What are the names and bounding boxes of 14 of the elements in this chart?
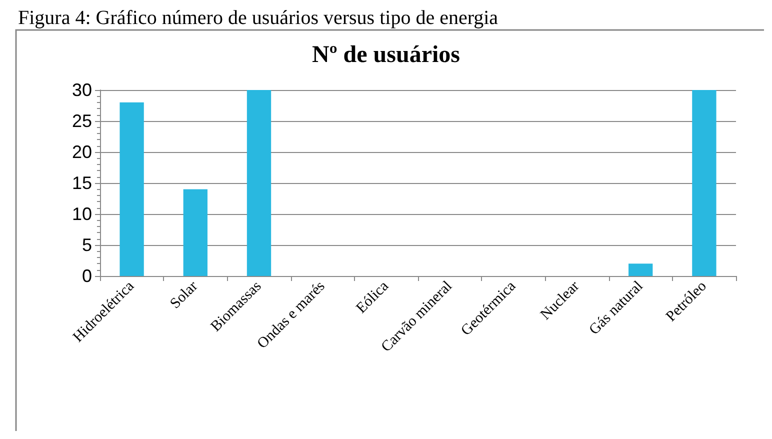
bar	[692, 90, 716, 276]
y-tick-label: 10	[72, 204, 92, 224]
bar	[120, 102, 144, 276]
y-tick-label: 20	[72, 142, 92, 162]
bar	[628, 264, 653, 276]
y-tick-label: 30	[72, 80, 92, 100]
y-tick-label: 0	[82, 266, 92, 286]
y-tick-label: 5	[82, 235, 92, 255]
bar	[183, 189, 208, 276]
y-tick-label: 25	[72, 111, 92, 131]
text: Figura 4: Gráfico número de usuários versus tipo de energia	[18, 7, 498, 29]
y-tick-label: 15	[72, 173, 92, 193]
bar	[246, 90, 272, 276]
chart-title: Nº de usuários	[312, 42, 460, 68]
